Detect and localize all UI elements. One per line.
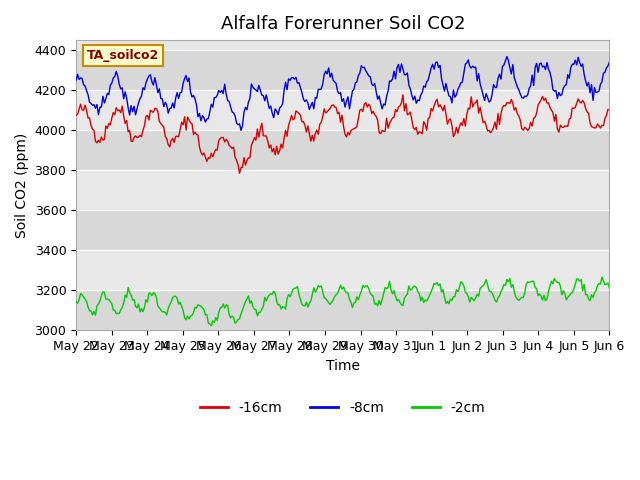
Bar	[76, 130, 609, 170]
Bar	[76, 250, 609, 290]
X-axis label: Time: Time	[326, 359, 360, 372]
Bar	[76, 170, 609, 210]
Legend: -16cm, -8cm, -2cm: -16cm, -8cm, -2cm	[195, 395, 491, 420]
Text: TA_soilco2: TA_soilco2	[87, 49, 159, 62]
Bar	[76, 210, 609, 250]
Bar	[76, 290, 609, 330]
Bar	[76, 50, 609, 90]
Title: Alfalfa Forerunner Soil CO2: Alfalfa Forerunner Soil CO2	[221, 15, 465, 33]
Y-axis label: Soil CO2 (ppm): Soil CO2 (ppm)	[15, 132, 29, 238]
Bar	[76, 90, 609, 130]
